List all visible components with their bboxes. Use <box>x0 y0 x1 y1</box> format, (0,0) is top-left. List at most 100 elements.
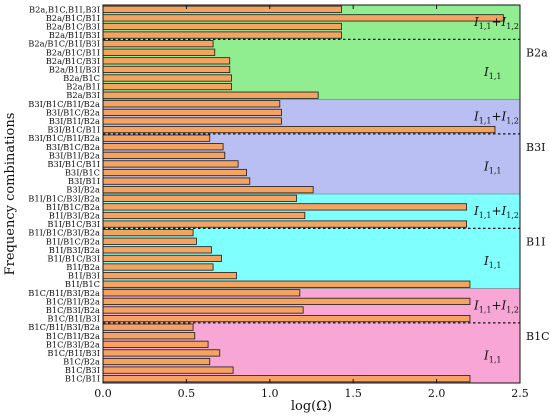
category-label: B2a/B1C/B3I <box>46 56 100 66</box>
category-label: B2a/B1C/B3I <box>46 21 100 31</box>
category-label: B1C/B3I/B2a <box>46 339 100 349</box>
category-label: B1C/B1I/B3I <box>47 348 100 358</box>
bar <box>102 40 214 48</box>
x-tick-label: 1.5 <box>344 387 362 400</box>
category-label: B3I/B1C/B2a <box>46 142 100 152</box>
bar <box>102 186 314 194</box>
category-label: B2a/B1C/B1I/B3I <box>28 39 100 49</box>
bar <box>102 48 216 56</box>
bar <box>102 323 194 331</box>
category-label: B1C/B1I/B3I/B2a <box>28 322 100 332</box>
bar <box>102 349 221 357</box>
category-label: B3I/B1I/B2a <box>49 150 100 160</box>
category-label: B3I/B1C/B1I <box>47 159 100 169</box>
bar <box>102 314 471 323</box>
bar <box>102 31 342 39</box>
bar <box>102 22 342 31</box>
category-label: B3I/B1C/B1I <box>47 125 100 135</box>
group-label-b1c: B1C <box>526 330 550 343</box>
category-label: B1C/B3I/B2a <box>46 305 100 315</box>
x-tick-label: 2.5 <box>511 387 529 400</box>
category-label: B3I/B1C <box>65 168 100 178</box>
x-tick-label: 2.0 <box>428 387 446 400</box>
category-label: B2a/B1C <box>63 73 100 83</box>
category-label: B1C/B1I/B2a <box>46 296 100 306</box>
bar <box>102 57 231 65</box>
bar <box>102 211 306 220</box>
bar <box>102 203 468 211</box>
category-label: B1I/B3I <box>68 271 100 281</box>
bar <box>102 5 342 13</box>
bar <box>102 220 468 228</box>
bar <box>102 65 231 74</box>
category-label: B3I/B1C/B1I/B2a <box>28 133 100 143</box>
bar <box>102 160 239 168</box>
category-label: B2a/B1C/B1I <box>46 47 100 57</box>
category-label: B3I/B1C/B2a <box>46 107 100 117</box>
bar <box>102 83 232 91</box>
x-tick-label: 0.5 <box>178 387 196 400</box>
category-label: B3I/B1I <box>68 176 100 186</box>
bar <box>102 297 471 305</box>
bar <box>102 134 211 142</box>
bar <box>102 151 226 159</box>
bar <box>102 280 471 288</box>
bar <box>102 375 471 383</box>
category-label: B2a/B1I/B3I <box>49 64 100 74</box>
bar <box>102 100 281 108</box>
category-label: B1I/B1C/B3I <box>47 253 100 263</box>
bar <box>102 366 234 374</box>
category-label: B1I/B1C/B3I <box>47 219 100 229</box>
category-label: B1I/B1C <box>65 279 100 289</box>
bar <box>102 125 496 134</box>
bar <box>102 108 282 116</box>
category-label: B1C/B2a <box>63 357 100 367</box>
x-axis-label: log(Ω) <box>291 399 332 414</box>
bar <box>102 357 211 366</box>
bar <box>102 168 247 177</box>
category-label: B2a/B3I <box>66 90 100 100</box>
category-label: B1I/B2a <box>66 262 100 272</box>
category-label: B1C/B1I/B3I/B2a <box>28 288 100 298</box>
x-tick-label: 0.0 <box>94 387 112 400</box>
category-label: B3I/B1C/B1I/B2a <box>28 99 100 109</box>
group-label-b2a: B2a <box>526 46 548 59</box>
bar <box>102 263 214 271</box>
category-label: B2a,B1C,B1I,B3I <box>29 4 100 14</box>
category-label: B1I/B1C/B3I/B2a <box>28 228 100 238</box>
category-label: B1C/B1I <box>65 374 100 384</box>
bar <box>102 143 224 151</box>
category-label: B2a/B1I/B3I <box>49 30 100 40</box>
category-label: B2a/B1C/B1I <box>46 13 100 23</box>
bar <box>102 117 282 125</box>
y-axis-label: Frequency combinations <box>3 113 18 276</box>
category-label: B1I/B3I/B2a <box>49 210 100 220</box>
group-label-b1i: B1I <box>526 235 545 248</box>
category-label: B1C/B1I/B2a <box>46 331 100 341</box>
group-label-b3i: B3I <box>526 141 545 154</box>
category-label: B1C/B1I/B3I <box>47 314 100 324</box>
x-tick-label: 1.0 <box>261 387 279 400</box>
bar <box>102 237 197 245</box>
bar <box>102 14 504 22</box>
plot-frame <box>102 4 521 384</box>
bar <box>102 246 212 254</box>
bar <box>102 91 319 99</box>
bar <box>102 289 301 297</box>
category-label: B2a/B1I <box>66 82 100 92</box>
bar <box>102 74 232 82</box>
bar <box>102 340 209 348</box>
category-label: B3I/B1I/B2a <box>49 116 100 126</box>
bar <box>102 272 237 280</box>
bar <box>102 332 196 340</box>
category-label: B1I/B1C/B3I/B2a <box>28 193 100 203</box>
bar <box>102 194 297 202</box>
category-label: B1I/B3I/B2a <box>49 245 100 255</box>
category-label: B3I/B2a <box>66 185 100 195</box>
bar <box>102 229 194 237</box>
category-label: B1I/B1C/B2a <box>46 236 100 246</box>
category-label: B1C/B3I <box>65 365 100 375</box>
category-label: B1I/B1C/B2a <box>46 202 100 212</box>
bar <box>102 306 304 314</box>
